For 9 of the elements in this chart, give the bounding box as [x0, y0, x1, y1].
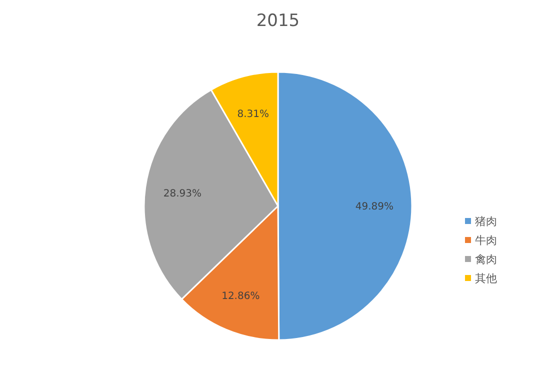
data-label: 49.89% — [355, 202, 394, 213]
data-label: 28.93% — [163, 188, 202, 200]
legend-label: 猪肉 — [475, 215, 497, 228]
data-label: 8.31% — [237, 108, 269, 120]
legend-label: 牛肉 — [475, 234, 497, 247]
legend-label: 其他 — [475, 272, 497, 285]
chart-title: 2015 — [256, 11, 300, 31]
data-label: 12.86% — [222, 290, 260, 302]
legend-label: 禽肉 — [475, 253, 497, 266]
